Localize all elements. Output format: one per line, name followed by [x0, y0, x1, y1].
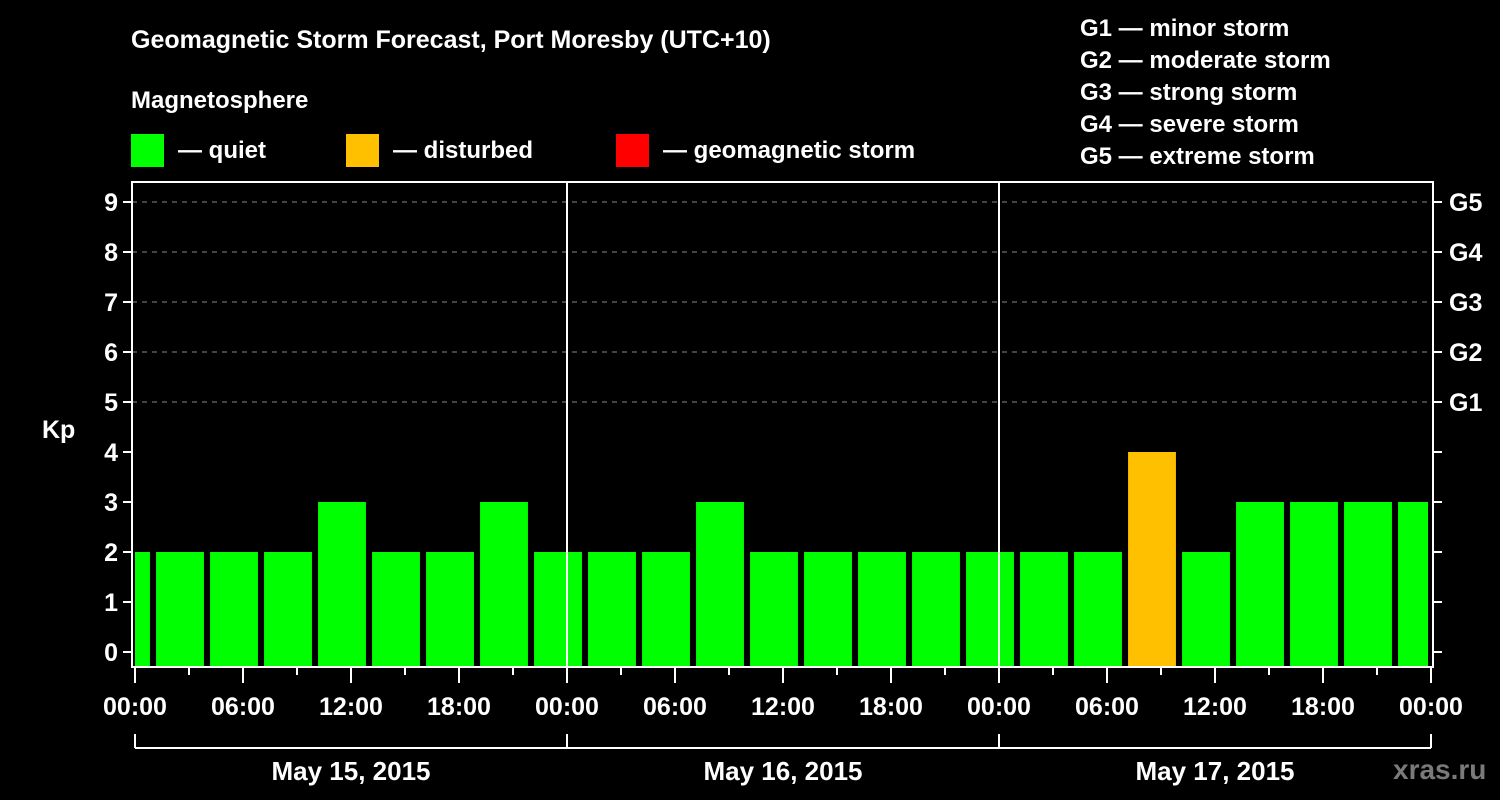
- x-tick-label: 18:00: [427, 693, 491, 721]
- grid-lines: [132, 201, 1433, 403]
- legend-quiet: — quiet: [131, 134, 266, 167]
- kp-bar: [1020, 552, 1068, 667]
- storm-swatch: [616, 134, 649, 167]
- x-tick-label: 18:00: [1291, 693, 1355, 721]
- legend-disturbed-label: — disturbed: [393, 136, 534, 164]
- kp-bar: [372, 552, 420, 667]
- day-label: May 16, 2015: [703, 756, 862, 786]
- y-tick-label: 3: [104, 489, 118, 517]
- g2-legend: G2 — moderate storm: [1080, 47, 1331, 74]
- watermark: xras.ru: [1393, 754, 1487, 785]
- g-scale-label: G2: [1449, 339, 1482, 367]
- kp-bar: [1236, 502, 1284, 667]
- kp-bar: [804, 552, 852, 667]
- x-tick-label: 12:00: [751, 693, 815, 721]
- kp-bar: [156, 552, 204, 667]
- kp-bar: [588, 552, 636, 667]
- kp-bar: [1074, 552, 1122, 667]
- g-scale-label: G1: [1449, 389, 1482, 417]
- kp-bar: [1182, 552, 1230, 667]
- y-tick-label: 2: [104, 539, 118, 567]
- x-tick-label: 00:00: [967, 693, 1031, 721]
- kp-bar: [912, 552, 960, 667]
- g1-legend: G1 — minor storm: [1080, 15, 1290, 42]
- kp-bar: [135, 552, 150, 667]
- x-tick-label: 06:00: [211, 693, 275, 721]
- axis-labels: 0 1 2 3 4 5 6 7 8 9 G1 G2 G3 G4 G5 Kp 00:00 06:00 12:00 18:…: [42, 189, 1482, 786]
- y-tick-label: 4: [104, 439, 118, 467]
- kp-bar: [696, 502, 744, 667]
- y-axis-label: Kp: [42, 416, 75, 444]
- legend-storm: — geomagnetic storm: [616, 134, 915, 167]
- g3-legend: G3 — strong storm: [1080, 79, 1298, 106]
- kp-bar: [426, 552, 474, 667]
- legend-disturbed: — disturbed: [346, 134, 533, 167]
- x-tick-label: 12:00: [1183, 693, 1247, 721]
- g4-legend: G4 — severe storm: [1080, 111, 1299, 138]
- y-tick-label: 7: [104, 289, 118, 317]
- g5-legend: G5 — extreme storm: [1080, 143, 1315, 170]
- kp-bar: [1398, 502, 1428, 667]
- kp-bar: [966, 552, 1014, 667]
- disturbed-swatch: [346, 134, 379, 167]
- y-tick-label: 1: [104, 589, 118, 617]
- magnetosphere-label: Magnetosphere: [131, 87, 309, 114]
- chart-title: Geomagnetic Storm Forecast, Port Moresby…: [131, 26, 771, 54]
- y-tick-label: 6: [104, 339, 118, 367]
- kp-bar: [264, 552, 312, 667]
- kp-bar: [1344, 502, 1392, 667]
- y-tick-label: 8: [104, 239, 118, 267]
- axes: [123, 181, 1442, 749]
- kp-bar: [480, 502, 528, 667]
- kp-bar: [210, 552, 258, 667]
- x-tick-label: 06:00: [1075, 693, 1139, 721]
- day-label: May 17, 2015: [1135, 756, 1294, 786]
- kp-bar: [642, 552, 690, 667]
- x-tick-label: 12:00: [319, 693, 383, 721]
- g-scale-label: G4: [1449, 239, 1482, 267]
- bars: [135, 452, 1428, 667]
- day-label: May 15, 2015: [271, 756, 430, 786]
- x-tick-label: 18:00: [859, 693, 923, 721]
- g-scale-label: G5: [1449, 189, 1482, 217]
- kp-bar: [318, 502, 366, 667]
- legend-storm-label: — geomagnetic storm: [663, 136, 916, 164]
- legend-quiet-label: — quiet: [178, 136, 266, 164]
- x-tick-label: 00:00: [103, 693, 167, 721]
- kp-bar: [750, 552, 798, 667]
- y-tick-label: 5: [104, 389, 118, 417]
- kp-bar: [534, 552, 582, 667]
- y-tick-label: 0: [104, 639, 118, 667]
- x-tick-label: 06:00: [643, 693, 707, 721]
- kp-bar: [1128, 452, 1176, 667]
- y-tick-label: 9: [104, 189, 118, 217]
- x-tick-label: 00:00: [1399, 693, 1463, 721]
- g-scale-label: G3: [1449, 289, 1482, 317]
- kp-bar: [858, 552, 906, 667]
- kp-bar: [1290, 502, 1338, 667]
- quiet-swatch: [131, 134, 164, 167]
- x-tick-label: 00:00: [535, 693, 599, 721]
